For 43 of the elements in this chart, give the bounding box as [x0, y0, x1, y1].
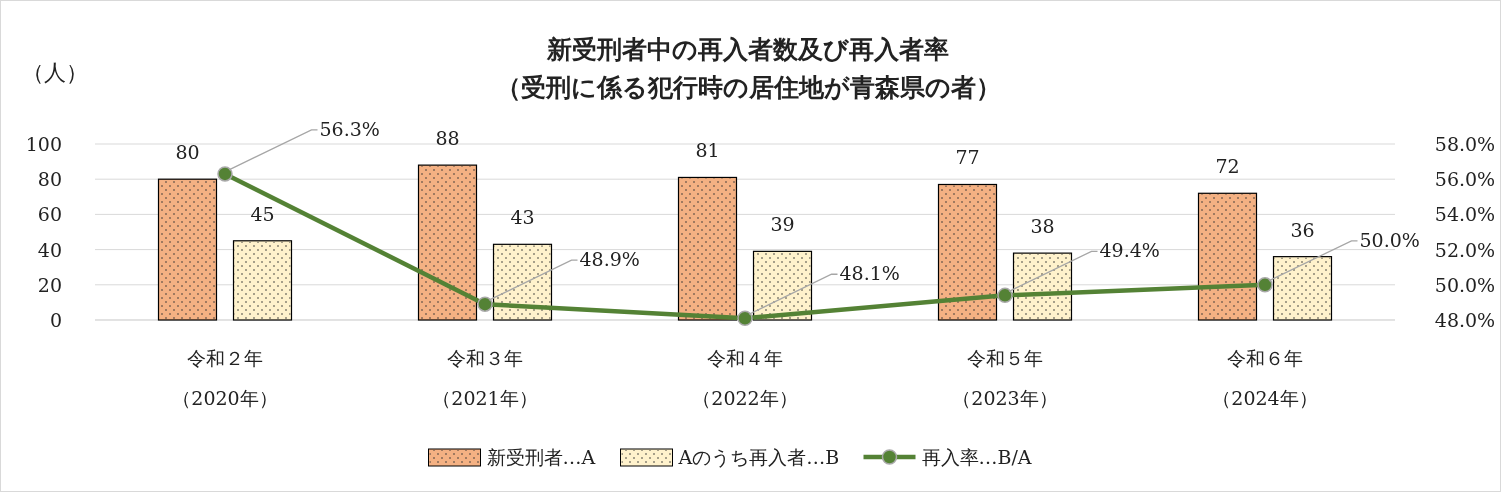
data-label: 50.0%: [1359, 228, 1420, 251]
data-label: 77: [955, 146, 980, 169]
y2-tick-label: 48.0%: [1434, 309, 1496, 331]
chart-subtitle: （受刑に係る犯行時の居住地が青森県の者）: [495, 73, 1001, 102]
data-label: 38: [1030, 215, 1055, 238]
data-label: 39: [770, 213, 795, 236]
legend-label: 再入率…B/A: [921, 446, 1032, 468]
data-label: 81: [695, 139, 720, 162]
y2-tick-label: 52.0%: [1434, 238, 1496, 261]
point: [477, 296, 493, 312]
data-label: 80: [175, 141, 200, 164]
x-tick-label: 令和３年（2021年）: [432, 347, 538, 409]
y2-tick-label: 54.0%: [1434, 203, 1496, 226]
data-label: 48.1%: [839, 262, 900, 285]
y-tick-label: 60: [37, 203, 62, 226]
data-label: 36: [1290, 218, 1315, 241]
y-tick-label: 100: [25, 133, 62, 155]
data-label: 56.3%: [319, 117, 380, 140]
y-tick-label: 40: [37, 238, 62, 261]
data-label: 48.9%: [579, 248, 640, 271]
data-label: 43: [510, 206, 535, 229]
y-tick-label: 0: [49, 309, 62, 331]
legend-label: Aのうち再入者…B: [677, 446, 840, 468]
x-tick-label: 令和４年（2022年）: [692, 347, 798, 409]
point: [737, 310, 753, 326]
data-label: 88: [435, 127, 460, 150]
y-axis-title: （人）: [22, 60, 88, 85]
y2-tick-label: 58.0%: [1434, 133, 1496, 155]
data-label: 49.4%: [1099, 239, 1160, 262]
point: [1257, 277, 1273, 293]
data-label: 45: [250, 202, 275, 225]
point: [997, 287, 1013, 304]
x-tick-label: 令和５年（2023年）: [952, 347, 1058, 409]
y-tick-label: 80: [37, 168, 62, 191]
x-tick-label: 令和２年（2020年）: [172, 347, 278, 409]
chart-title: 新受刑者中の再入者数及び再入者率: [546, 35, 949, 64]
y-tick-label: 20: [37, 273, 62, 296]
y2-tick-label: 56.0%: [1434, 168, 1496, 191]
x-tick-label: 令和６年（2024年）: [1212, 347, 1318, 409]
point: [217, 166, 233, 182]
data-label: 72: [1215, 155, 1240, 178]
legend-label: 新受刑者…A: [486, 446, 596, 468]
y2-tick-label: 50.0%: [1434, 273, 1496, 296]
